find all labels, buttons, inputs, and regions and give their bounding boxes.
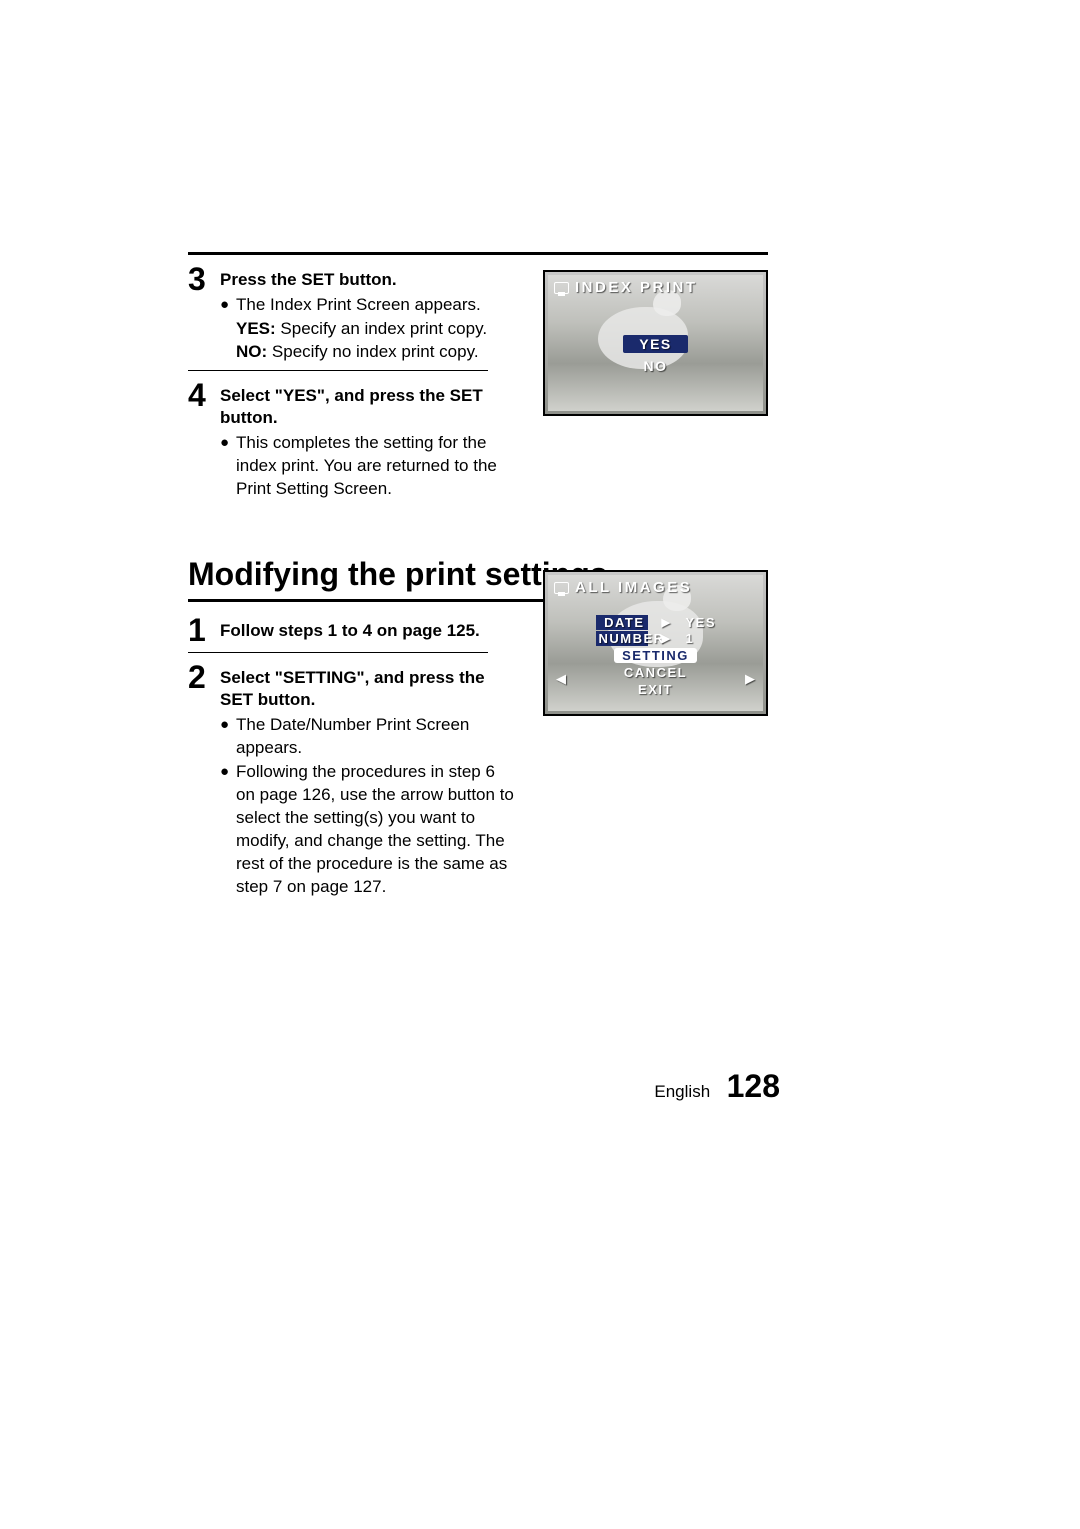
screen-background: INDEX PRINT YES NO [548,275,763,411]
screen-header: ALL IMAGES [554,579,692,596]
camera-screen-index-print: INDEX PRINT YES NO [543,270,768,416]
top-rule [188,252,768,255]
step-divider [188,652,488,653]
screen-menu: DATE ▶ YES NUMBER ▶ 1 SETTING CANCEL EXI… [548,615,763,697]
bullet-icon: ● [220,294,236,315]
kv-val: Specify an index print copy. [280,319,487,338]
step-title: Select "YES", and press the SET button. [220,385,518,429]
kv-key: YES: [236,319,276,338]
menu-val: YES [685,615,715,630]
bullet-list: ● The Index Print Screen appears. [220,294,518,317]
menu-key: NUMBER [596,631,648,646]
bullet-item: ● The Date/Number Print Screen appears. [220,714,518,760]
menu-row-number: NUMBER ▶ 1 [596,631,716,646]
menu-setting: SETTING [614,648,697,663]
menu-key: DATE [596,615,648,630]
bullet-icon: ● [220,714,236,735]
screen-background: ALL IMAGES DATE ▶ YES NUMBER ▶ 1 SETTING… [548,575,763,711]
menu-val: 1 [685,631,715,646]
bullet-item: ● The Index Print Screen appears. [220,294,518,317]
kv-key: NO: [236,342,267,361]
kv-line: YES: Specify an index print copy. [220,318,518,341]
printer-icon [554,582,569,594]
kv-line: NO: Specify no index print copy. [220,341,518,364]
triangle-left-icon: ◀ [556,671,566,687]
step-divider [188,370,488,371]
footer-language: English [654,1082,710,1101]
kv-val: Specify no index print copy. [272,342,479,361]
step-number: 4 [188,379,220,411]
bullet-text: Following the procedures in step 6 on pa… [236,761,518,899]
option-yes: YES [623,335,688,353]
triangle-right-icon: ▶ [662,632,672,645]
menu-cancel: CANCEL [616,665,695,680]
menu-exit: EXIT [630,682,681,697]
bullet-item: ● Following the procedures in step 6 on … [220,761,518,899]
step-title: Follow steps 1 to 4 on page 125. [220,620,518,642]
bullet-text: The Date/Number Print Screen appears. [236,714,518,760]
menu-row-date: DATE ▶ YES [596,615,716,630]
printer-icon [554,282,569,294]
triangle-right-icon: ▶ [745,671,755,687]
bullet-icon: ● [220,432,236,453]
step-number: 1 [188,614,220,646]
step-title: Press the SET button. [220,269,518,291]
step-number: 3 [188,263,220,295]
screen-title: INDEX PRINT [575,279,698,296]
bullet-text: The Index Print Screen appears. [236,294,518,317]
bullet-item: ● This completes the setting for the ind… [220,432,518,501]
page-footer: English 128 [0,1068,780,1105]
option-no: NO [628,357,684,375]
screen-header: INDEX PRINT [554,279,698,296]
bullet-icon: ● [220,761,236,782]
triangle-right-icon: ▶ [662,616,672,629]
screen-options: YES NO [548,335,763,375]
bullet-text: This completes the setting for the index… [236,432,518,501]
step-number: 2 [188,661,220,693]
camera-screen-all-images: ALL IMAGES DATE ▶ YES NUMBER ▶ 1 SETTING… [543,570,768,716]
bullet-list: ● This completes the setting for the ind… [220,432,518,501]
screen-title: ALL IMAGES [575,579,692,596]
bullet-list: ● The Date/Number Print Screen appears. … [220,714,518,899]
step-title: Select "SETTING", and press the SET butt… [220,667,518,711]
footer-page-number: 128 [727,1068,780,1104]
